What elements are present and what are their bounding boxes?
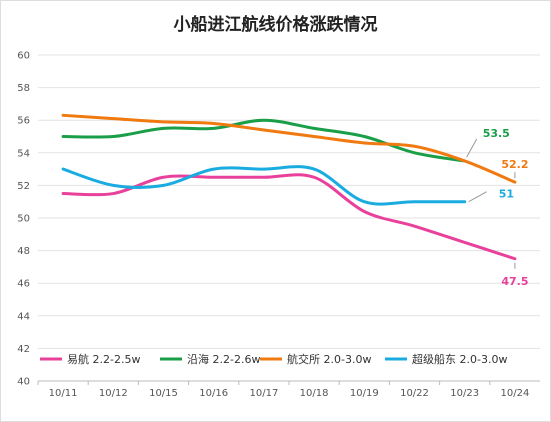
- x-tick-label: 10/15: [149, 388, 178, 399]
- series-line: [61, 118, 467, 163]
- data-label: 51: [499, 188, 514, 201]
- legend-item: 沿海 2.2-2.6w: [160, 352, 260, 366]
- legend-label: 超级船东 2.0-3.0w: [412, 352, 507, 366]
- legend-item: 航交所 2.0-3.0w: [260, 352, 371, 366]
- legend-item: 超级船东 2.0-3.0w: [385, 352, 507, 366]
- series-line: [61, 113, 517, 184]
- y-tick-label: 42: [17, 344, 30, 355]
- y-tick-label: 48: [17, 246, 30, 257]
- series-line: [61, 173, 517, 261]
- data-label: 52.2: [501, 158, 528, 171]
- data-label-leader: [466, 138, 478, 158]
- y-tick-label: 52: [17, 181, 30, 192]
- y-tick-label: 46: [17, 279, 30, 290]
- x-tick-label: 10/12: [99, 388, 128, 399]
- x-tick-label: 10/22: [400, 388, 429, 399]
- y-tick-label: 44: [17, 311, 30, 322]
- series-2: 53.5: [61, 118, 510, 163]
- y-tick-label: 40: [17, 377, 30, 388]
- y-tick-label: 54: [17, 148, 30, 159]
- x-tick-label: 10/11: [49, 388, 78, 399]
- y-tick-label: 50: [17, 214, 30, 225]
- x-tick-label: 10/17: [249, 388, 278, 399]
- data-label: 47.5: [501, 275, 528, 288]
- series-3: 52.2: [61, 113, 528, 184]
- y-tick-label: 60: [17, 51, 30, 62]
- legend-label: 易航 2.2-2.5w: [67, 352, 140, 366]
- x-tick-label: 10/16: [199, 388, 228, 399]
- series-4: 51: [61, 165, 514, 206]
- y-tick-label: 56: [17, 116, 30, 127]
- chart-title: 小船进江航线价格涨跌情况: [173, 15, 378, 35]
- x-tick-label: 10/19: [350, 388, 379, 399]
- legend-item: 易航 2.2-2.5w: [40, 352, 140, 366]
- x-tick-label: 10/18: [300, 388, 329, 399]
- data-label: 53.5: [483, 127, 510, 140]
- legend-label: 航交所 2.0-3.0w: [287, 352, 371, 366]
- series-1: 47.5: [61, 173, 528, 288]
- y-tick-label: 58: [17, 83, 30, 94]
- x-tick-label: 10/23: [450, 388, 479, 399]
- x-tick-label: 10/24: [500, 388, 529, 399]
- data-label-leader: [468, 191, 487, 203]
- legend-label: 沿海 2.2-2.6w: [187, 352, 260, 366]
